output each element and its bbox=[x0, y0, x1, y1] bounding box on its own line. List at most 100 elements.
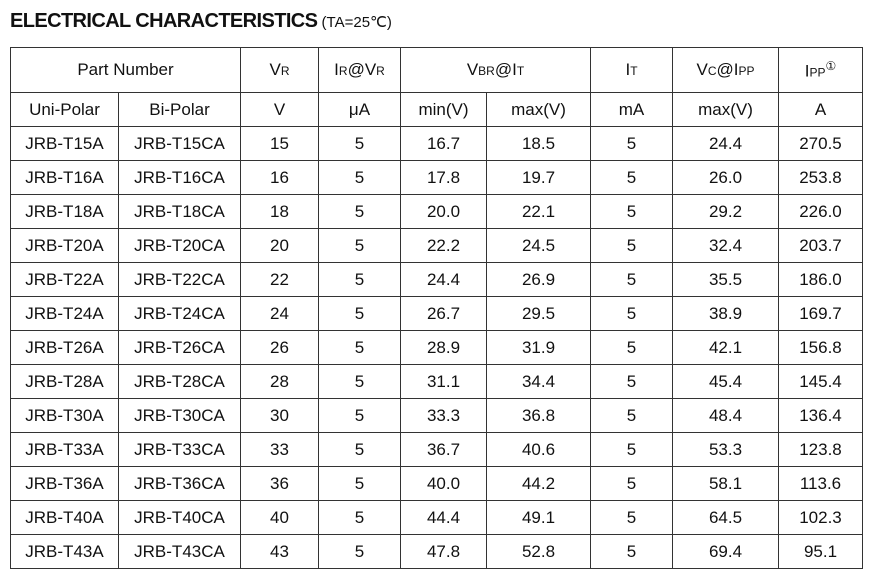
cell: 169.7 bbox=[778, 296, 863, 331]
cell: 24 bbox=[240, 296, 319, 331]
subscript: BR bbox=[478, 64, 495, 78]
cell: 95.1 bbox=[778, 534, 863, 569]
cell: 44.2 bbox=[486, 466, 591, 501]
data-row: JRB-T26A JRB-T26CA 26 5 28.9 31.9 5 42.1 156.8 bbox=[10, 330, 863, 365]
cell: 5 bbox=[318, 534, 401, 569]
subscript: R bbox=[376, 64, 385, 78]
cell: 26.0 bbox=[672, 160, 779, 195]
header-cell: IPP① bbox=[778, 47, 863, 93]
text: I bbox=[625, 60, 631, 79]
characteristics-table: Part Number VR IR@VR VBR@IT IT VC@IPP IPP① Uni-… bbox=[10, 47, 863, 569]
cell: JRB-T16A bbox=[10, 160, 119, 195]
cell: JRB-T30CA bbox=[118, 398, 241, 433]
cell: 26 bbox=[240, 330, 319, 365]
subscript: T bbox=[516, 64, 525, 78]
cell: 5 bbox=[590, 466, 673, 501]
cell: 64.5 bbox=[672, 500, 779, 535]
data-row: JRB-T16A JRB-T16CA 16 5 17.8 19.7 5 26.0 253.8 bbox=[10, 160, 863, 195]
cell: JRB-T24A bbox=[10, 296, 119, 331]
cell: 24.5 bbox=[486, 228, 591, 263]
cell: 5 bbox=[590, 364, 673, 399]
cell: JRB-T36A bbox=[10, 466, 119, 501]
cell: 29.2 bbox=[672, 194, 779, 229]
cell: 36.7 bbox=[400, 432, 487, 467]
subscript: PP bbox=[809, 65, 826, 80]
text: V bbox=[466, 60, 479, 79]
cell: 31.9 bbox=[486, 330, 591, 365]
text: I bbox=[334, 60, 339, 79]
cell: 40 bbox=[240, 500, 319, 535]
cell: 5 bbox=[590, 160, 673, 195]
cell: JRB-T43CA bbox=[118, 534, 241, 569]
data-row: JRB-T40A JRB-T40CA 40 5 44.4 49.1 5 64.5 102.3 bbox=[10, 500, 863, 535]
cell: 47.8 bbox=[400, 534, 487, 569]
cell: 42.1 bbox=[672, 330, 779, 365]
cell: 36 bbox=[240, 466, 319, 501]
header-cell: VBR@IT bbox=[400, 47, 591, 93]
header-row: Part Number VR IR@VR VBR@IT IT VC@IPP IPP① bbox=[10, 47, 863, 93]
cell: 36.8 bbox=[486, 398, 591, 433]
header-cell: Part Number bbox=[10, 47, 241, 93]
cell: 253.8 bbox=[778, 160, 863, 195]
cell: 38.9 bbox=[672, 296, 779, 331]
cell: 24.4 bbox=[400, 262, 487, 297]
cell: 5 bbox=[318, 500, 401, 535]
cell: 5 bbox=[318, 228, 401, 263]
cell: 5 bbox=[590, 262, 673, 297]
data-row: JRB-T30A JRB-T30CA 30 5 33.3 36.8 5 48.4 136.4 bbox=[10, 398, 863, 433]
header-cell: VR bbox=[240, 47, 319, 93]
subscript: A bbox=[334, 14, 345, 31]
header-cell: μA bbox=[318, 92, 401, 127]
cell: JRB-T18CA bbox=[118, 194, 241, 229]
cell: 20.0 bbox=[400, 194, 487, 229]
cell: 5 bbox=[590, 500, 673, 535]
cell: JRB-T30A bbox=[10, 398, 119, 433]
data-row: JRB-T43A JRB-T43CA 43 5 47.8 52.8 5 69.4 95.1 bbox=[10, 534, 863, 569]
data-row: JRB-T28A JRB-T28CA 28 5 31.1 34.4 5 45.4 145.4 bbox=[10, 364, 863, 399]
cell: 52.8 bbox=[486, 534, 591, 569]
text: Part Number bbox=[77, 60, 174, 79]
cell: JRB-T26CA bbox=[118, 330, 241, 365]
cell: 5 bbox=[318, 398, 401, 433]
cell: JRB-T36CA bbox=[118, 466, 241, 501]
cell: JRB-T22CA bbox=[118, 262, 241, 297]
subscript: PP bbox=[738, 64, 755, 78]
text: V bbox=[269, 60, 281, 79]
cell: 5 bbox=[318, 160, 401, 195]
title: ELECTRICAL CHARACTERISTICS (TA=25℃) bbox=[10, 10, 392, 33]
text: @I bbox=[494, 60, 517, 79]
superscript: ① bbox=[825, 58, 837, 73]
data-row: JRB-T22A JRB-T22CA 22 5 24.4 26.9 5 35.5 186.0 bbox=[10, 262, 863, 297]
cell: 5 bbox=[590, 228, 673, 263]
cell: 203.7 bbox=[778, 228, 863, 263]
cell: 49.1 bbox=[486, 500, 591, 535]
cell: 44.4 bbox=[400, 500, 487, 535]
cell: 186.0 bbox=[778, 262, 863, 297]
cell: 5 bbox=[318, 432, 401, 467]
data-row: JRB-T33A JRB-T33CA 33 5 36.7 40.6 5 53.3 123.8 bbox=[10, 432, 863, 467]
cell: 15 bbox=[240, 126, 319, 161]
cell: JRB-T43A bbox=[10, 534, 119, 569]
cell: JRB-T20A bbox=[10, 228, 119, 263]
data-row: JRB-T20A JRB-T20CA 20 5 22.2 24.5 5 32.4 203.7 bbox=[10, 228, 863, 263]
subscript: R bbox=[338, 64, 348, 78]
text: @I bbox=[716, 60, 739, 79]
cell: 17.8 bbox=[400, 160, 487, 195]
text: V bbox=[696, 60, 708, 79]
cell: JRB-T20CA bbox=[118, 228, 241, 263]
cell: JRB-T28CA bbox=[118, 364, 241, 399]
cell: 28 bbox=[240, 364, 319, 399]
cell: 5 bbox=[318, 296, 401, 331]
text: @V bbox=[347, 60, 377, 79]
cell: JRB-T33CA bbox=[118, 432, 241, 467]
cell: 32.4 bbox=[672, 228, 779, 263]
cell: 5 bbox=[318, 466, 401, 501]
cell: 40.6 bbox=[486, 432, 591, 467]
cell: JRB-T16CA bbox=[118, 160, 241, 195]
header-cell: Bi-Polar bbox=[118, 92, 241, 127]
cell: JRB-T40A bbox=[10, 500, 119, 535]
cell: 31.1 bbox=[400, 364, 487, 399]
cell: 113.6 bbox=[778, 466, 863, 501]
